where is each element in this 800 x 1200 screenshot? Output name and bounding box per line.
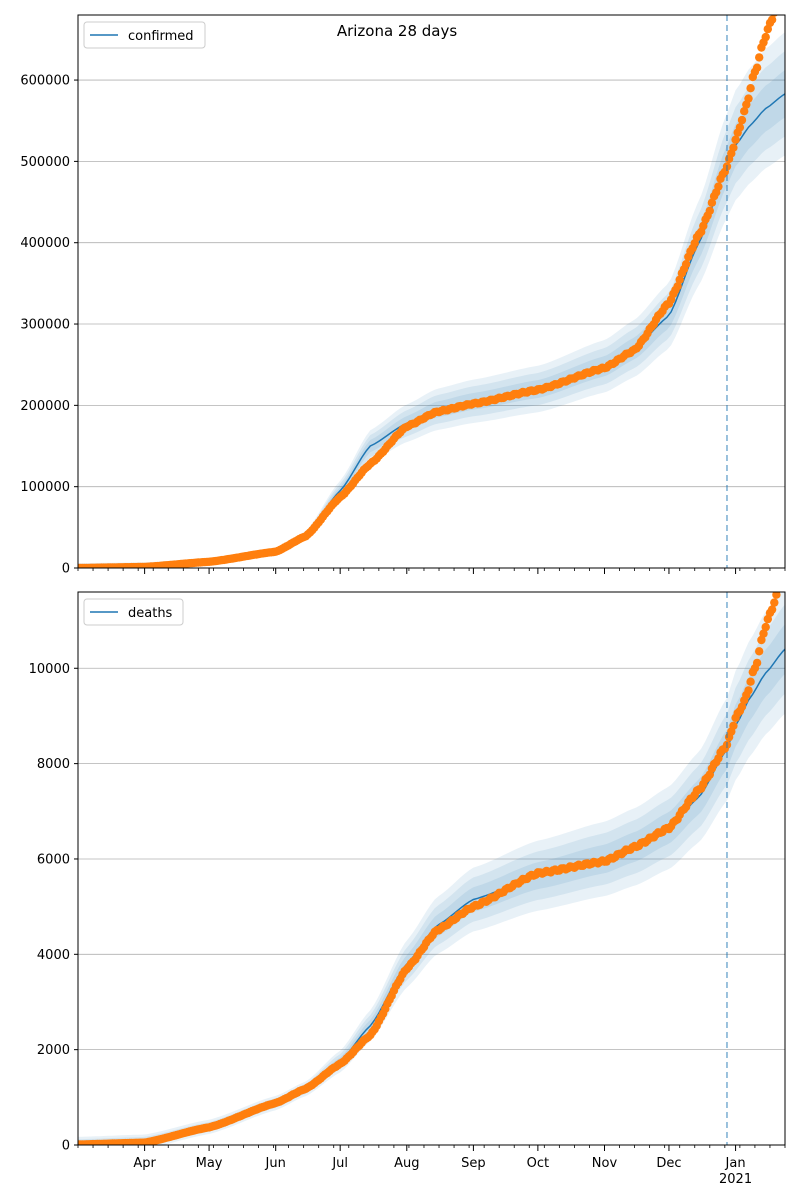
x-tick-label: May [196, 1156, 223, 1171]
legend-box [83, 598, 184, 626]
y-tick-label: 0 [62, 562, 70, 577]
y-tick-label: 4000 [37, 948, 70, 963]
legend: confirmed [83, 21, 206, 49]
observed-point [675, 275, 684, 284]
plot-area [78, 15, 785, 568]
observed-point [759, 629, 768, 638]
y-tick-label: 300000 [20, 318, 70, 333]
observed-point [673, 282, 682, 291]
confirmed-panel: 0 100000 200000 300000 400000 500000 600000 con… [20, 14, 786, 577]
observed-point [707, 198, 717, 207]
x-tick-label: Nov [592, 1156, 618, 1171]
y-tick-label: 2000 [37, 1043, 70, 1058]
y-tick-label: 500000 [20, 155, 70, 170]
observed-point [735, 123, 745, 132]
observed-point [744, 94, 753, 103]
observed-point [757, 635, 766, 645]
legend-box [83, 21, 206, 49]
observed-point [761, 32, 770, 42]
x-tick-label: Oct [527, 1156, 549, 1171]
y-tick-label: 6000 [37, 852, 70, 867]
observed-point [737, 702, 747, 711]
observed-point [740, 107, 749, 116]
observed-point [729, 721, 738, 730]
observed-point [755, 53, 764, 62]
x-tick-label: Jun [265, 1156, 286, 1171]
figure-title: Arizona 28 days [337, 22, 458, 40]
observed-point [746, 84, 755, 93]
plot-area [78, 592, 785, 1145]
observed-point [705, 206, 714, 215]
observed-point [761, 622, 770, 632]
observed-point [752, 658, 762, 668]
x-year-label: 2021 [719, 1172, 752, 1187]
observed-point [744, 686, 753, 695]
observed-point [767, 605, 777, 614]
legend: deaths [83, 598, 184, 626]
x-tick-label: Sep [461, 1156, 486, 1171]
observed-point [681, 260, 691, 269]
legend-label: confirmed [128, 29, 194, 44]
y-tick-label: 100000 [20, 480, 70, 495]
y-tick-label: 0 [62, 1139, 70, 1154]
uncertainty-band [78, 592, 785, 1145]
y-tick-label: 200000 [20, 399, 70, 414]
observed-point [755, 647, 764, 656]
observed-point [737, 115, 747, 125]
observed-point [714, 182, 723, 191]
observed-point [752, 63, 762, 72]
y-tick-label: 10000 [29, 662, 70, 677]
x-tick-label: Apr [133, 1156, 156, 1171]
x-tick-label: Aug [394, 1156, 419, 1171]
observed-point [731, 135, 740, 144]
legend-label: deaths [128, 606, 173, 621]
y-tick-label: 400000 [20, 236, 70, 251]
plot-frame [77, 591, 786, 1146]
observed-point [770, 598, 779, 607]
x-tick-label: Jan [725, 1156, 746, 1171]
observed-point [729, 143, 738, 152]
y-tick-label: 8000 [37, 757, 70, 772]
deaths-panel: 0 2000 4000 6000 8000 10000 deaths [29, 591, 786, 1154]
observed-point [767, 15, 777, 24]
observed-point [772, 592, 781, 599]
observed-point [699, 221, 708, 231]
x-tick-label: Jul [331, 1156, 348, 1171]
y-tick-label: 600000 [20, 74, 70, 89]
x-tick-label: Dec [656, 1156, 681, 1171]
plot-frame [77, 14, 786, 569]
observed-point [746, 677, 755, 686]
